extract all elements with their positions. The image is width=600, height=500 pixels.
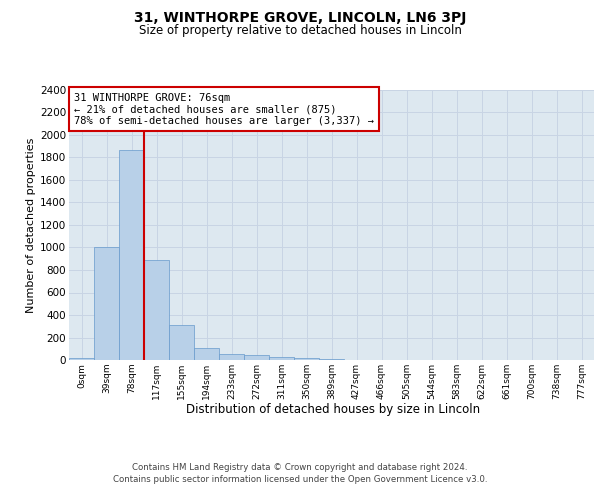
Bar: [219, 354, 244, 360]
Y-axis label: Number of detached properties: Number of detached properties: [26, 138, 36, 312]
Bar: [194, 348, 219, 360]
Bar: [94, 247, 119, 360]
Text: Contains public sector information licensed under the Open Government Licence v3: Contains public sector information licen…: [113, 475, 487, 484]
Text: 31 WINTHORPE GROVE: 76sqm
← 21% of detached houses are smaller (875)
78% of semi: 31 WINTHORPE GROVE: 76sqm ← 21% of detac…: [74, 92, 374, 126]
Bar: [169, 325, 194, 360]
Bar: [144, 260, 169, 360]
Text: Distribution of detached houses by size in Lincoln: Distribution of detached houses by size …: [186, 402, 480, 415]
Bar: [294, 358, 319, 360]
Bar: [119, 150, 144, 360]
Text: Size of property relative to detached houses in Lincoln: Size of property relative to detached ho…: [139, 24, 461, 37]
Text: Contains HM Land Registry data © Crown copyright and database right 2024.: Contains HM Land Registry data © Crown c…: [132, 462, 468, 471]
Bar: [69, 358, 94, 360]
Bar: [269, 356, 294, 360]
Text: 31, WINTHORPE GROVE, LINCOLN, LN6 3PJ: 31, WINTHORPE GROVE, LINCOLN, LN6 3PJ: [134, 11, 466, 25]
Bar: [244, 355, 269, 360]
